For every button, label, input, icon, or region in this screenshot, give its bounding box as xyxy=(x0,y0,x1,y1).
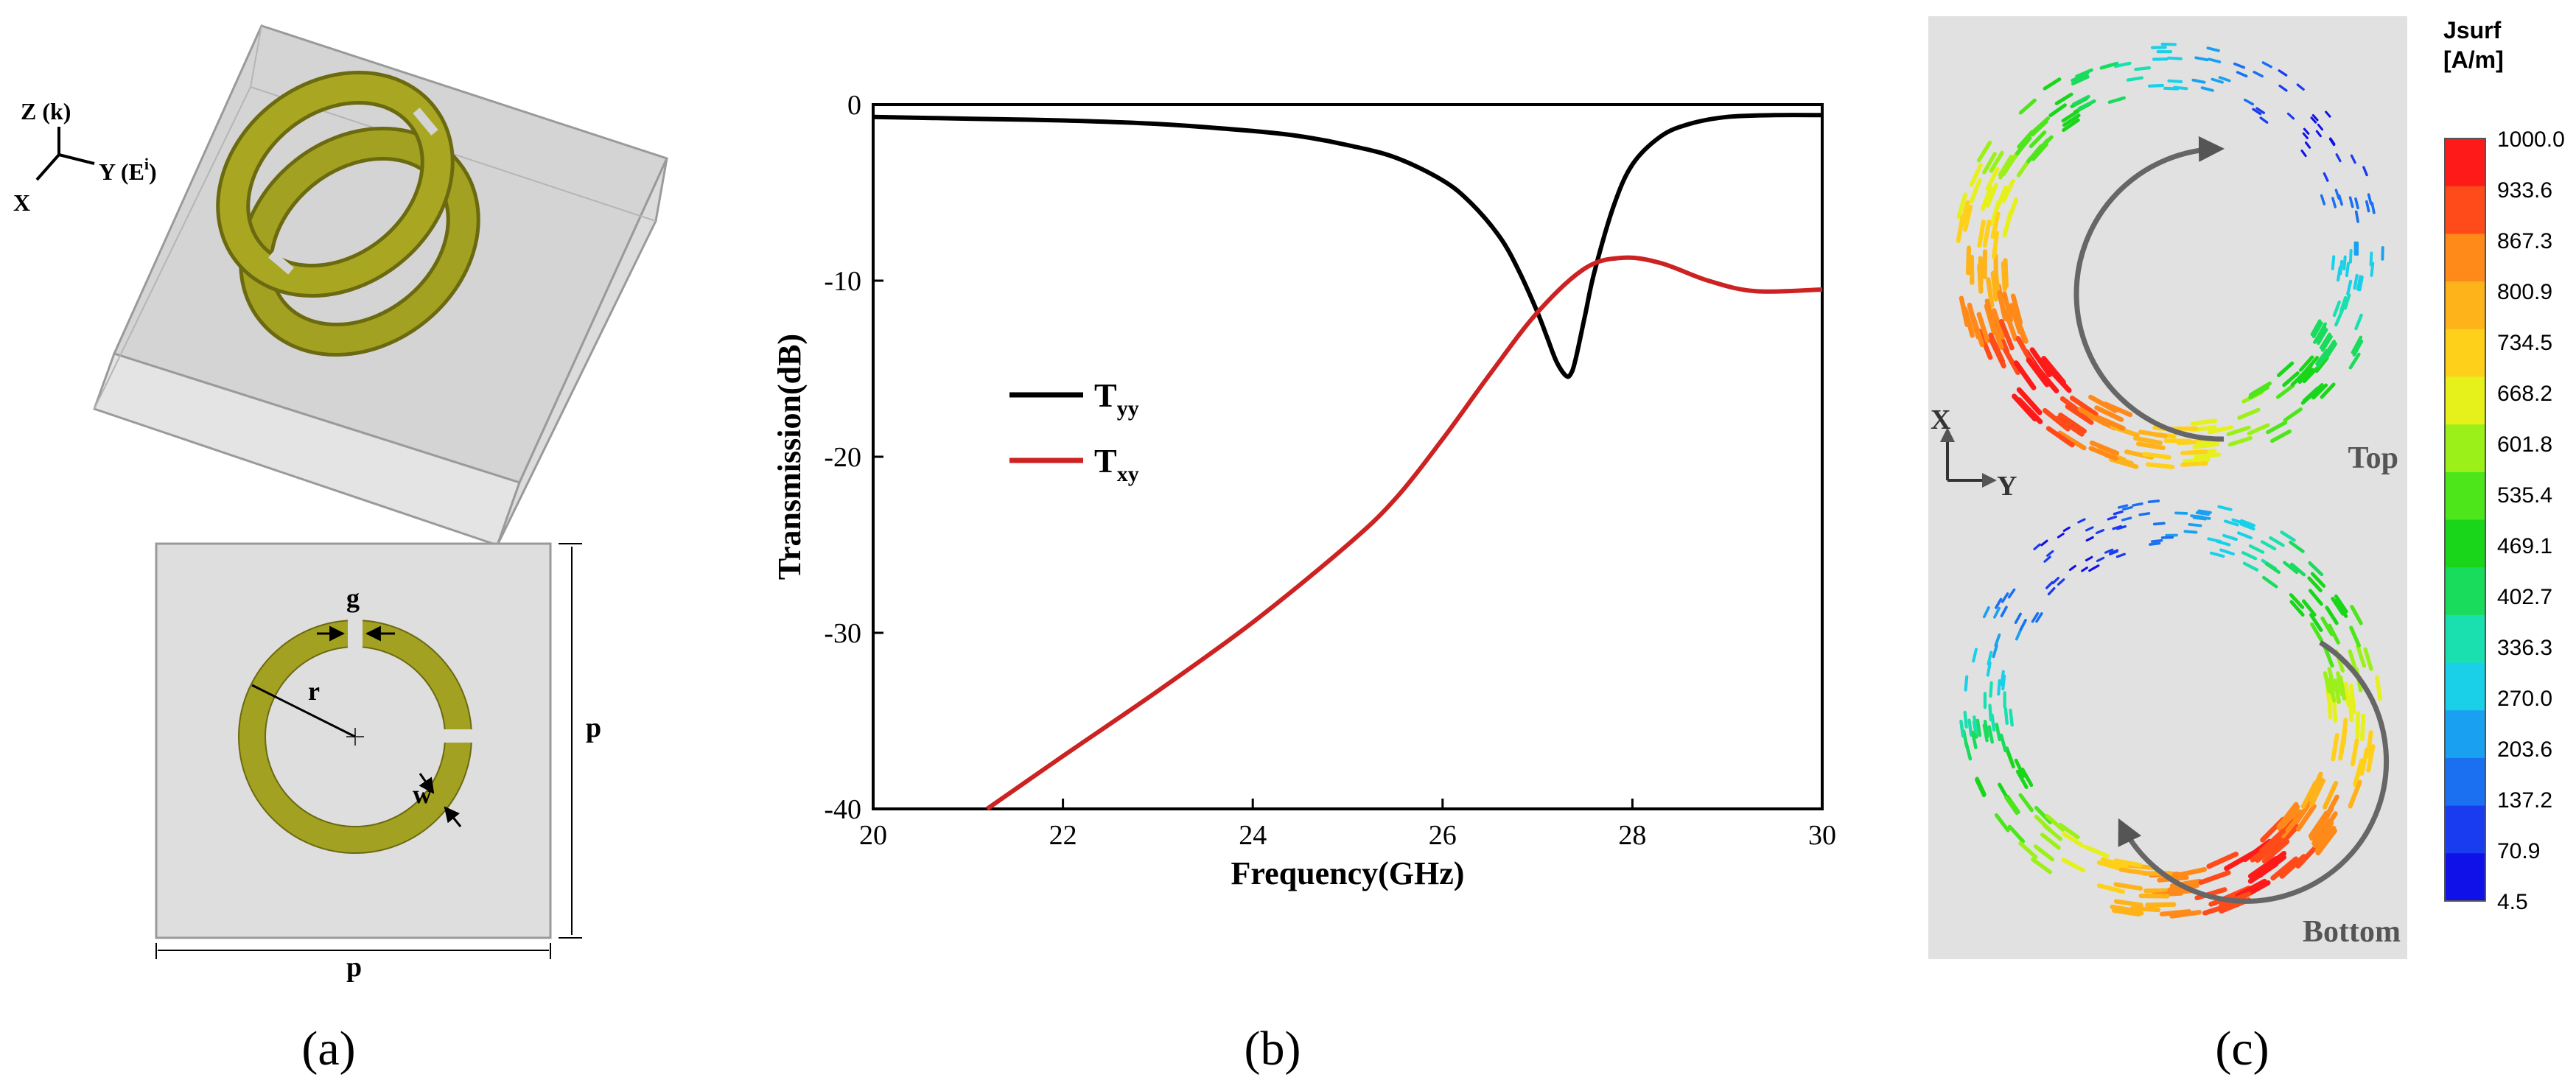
colorbar-swatch xyxy=(2445,567,2485,616)
axis-z-label: Z (k) xyxy=(21,98,71,125)
label-top: Top xyxy=(2348,441,2398,475)
ring-gap-top xyxy=(348,617,363,650)
colorbar-swatch xyxy=(2445,805,2485,854)
colorbar-tick-label: 4.5 xyxy=(2497,890,2528,914)
axis-y-label: Y (Ei) xyxy=(99,155,157,185)
coordinate-axes xyxy=(35,127,95,181)
period-label-right: p xyxy=(586,712,601,743)
colorbar-swatch xyxy=(2445,757,2485,807)
colorbar-title-2: [A/m] xyxy=(2443,46,2504,73)
colorbar-tick-label: 336.3 xyxy=(2497,636,2552,660)
colorbar: 1000.0 933.6 867.3 800.9 734.5 668.2 601.8 535.… xyxy=(2444,127,2565,914)
x-axis-title: Frequency(GHz) xyxy=(1231,855,1465,891)
colorbar-swatch xyxy=(2445,376,2485,425)
y-axis-title: Transmission(dB) xyxy=(771,334,808,580)
chart-plot: 20 22 24 26 28 30 0 -10 -20 -30 -40 xyxy=(824,90,1836,851)
caption-a: (a) xyxy=(301,1022,355,1076)
current-axis-x: X xyxy=(1931,404,1950,435)
x-tick-label: 20 xyxy=(859,820,887,851)
axis-x-label: X xyxy=(13,189,30,216)
width-label: w xyxy=(413,779,432,809)
colorbar-swatch xyxy=(2445,138,2485,187)
colorbar-swatch xyxy=(2445,329,2485,377)
colorbar-swatch xyxy=(2445,710,2485,759)
colorbar-tick-label: 668.2 xyxy=(2497,382,2552,406)
x-tick-label: 22 xyxy=(1049,820,1077,851)
radius-label: r xyxy=(308,676,320,706)
colorbar-tick-label: 270.0 xyxy=(2497,687,2552,711)
colorbar-swatch xyxy=(2445,853,2485,902)
legend-label-txy: Txy xyxy=(1094,442,1139,486)
y-tick-label: -10 xyxy=(824,266,861,297)
colorbar-swatch xyxy=(2445,662,2485,711)
legend: Tyy Txy xyxy=(1009,376,1139,486)
x-tick-label: 26 xyxy=(1429,820,1457,851)
unit-cell-substrate xyxy=(155,542,552,939)
colorbar-tick-label: 1000.0 xyxy=(2497,127,2565,152)
colorbar-swatch xyxy=(2445,519,2485,568)
x-tick-label: 30 xyxy=(1808,820,1836,851)
colorbar-swatch xyxy=(2445,614,2485,664)
colorbar-tick-label: 867.3 xyxy=(2497,229,2552,253)
surface-current-bottom-ring xyxy=(1959,499,2382,919)
colorbar-swatch xyxy=(2445,186,2485,234)
colorbar-tick-label: 601.8 xyxy=(2497,432,2552,457)
colorbar-tick-label: 800.9 xyxy=(2497,280,2552,304)
circulation-arrow-bottom xyxy=(2118,640,2390,904)
colorbar-tick-label: 734.5 xyxy=(2497,331,2552,355)
colorbar-tick-label: 402.7 xyxy=(2497,585,2552,609)
panel-b: 20 22 24 26 28 30 0 -10 -20 -30 -40 Transmission(… xyxy=(771,90,1836,1076)
plot-frame xyxy=(872,103,1824,810)
period-label-bottom: p xyxy=(346,952,362,983)
panel-a: Z (k) Y (Ei) X xyxy=(13,24,669,1076)
colorbar-title-1: Jsurf xyxy=(2443,17,2502,43)
caption-c: (c) xyxy=(2215,1022,2269,1076)
colorbar-swatch xyxy=(2445,424,2485,473)
ring-gap-right xyxy=(442,729,475,743)
x-tick-label: 24 xyxy=(1239,820,1267,851)
y-tick-label: -20 xyxy=(824,442,861,473)
legend-label-tyy: Tyy xyxy=(1094,376,1139,421)
colorbar-tick-label: 137.2 xyxy=(2497,788,2552,813)
y-tick-label: -40 xyxy=(824,794,861,825)
series-line-xy xyxy=(985,255,1823,811)
x-tick-label: 28 xyxy=(1618,820,1646,851)
colorbar-swatch xyxy=(2445,234,2485,282)
split-ring-top xyxy=(216,70,455,298)
colorbar-swatch xyxy=(2445,281,2485,330)
current-axis-y: Y xyxy=(1997,471,2017,502)
series-line-yy xyxy=(872,113,1823,379)
colorbar-tick-label: 203.6 xyxy=(2497,737,2552,762)
colorbar-tick-label: 70.9 xyxy=(2497,839,2540,863)
gap-label: g xyxy=(346,583,360,613)
colorbar-tick-label: 535.4 xyxy=(2497,483,2552,508)
colorbar-tick-label: 469.1 xyxy=(2497,534,2552,558)
y-tick-label: 0 xyxy=(847,90,861,121)
y-tick-label: -30 xyxy=(824,618,861,649)
label-bottom: Bottom xyxy=(2303,915,2401,949)
colorbar-tick-label: 933.6 xyxy=(2497,178,2552,203)
colorbar-swatch xyxy=(2445,471,2485,520)
caption-b: (b) xyxy=(1245,1022,1301,1076)
circulation-arrow-top xyxy=(2073,136,2225,442)
surface-current-top-ring xyxy=(1956,42,2384,469)
panel-c: X Y Top Bottom Jsurf [A/m] 1000.0 933.6 86… xyxy=(1928,16,2565,1076)
